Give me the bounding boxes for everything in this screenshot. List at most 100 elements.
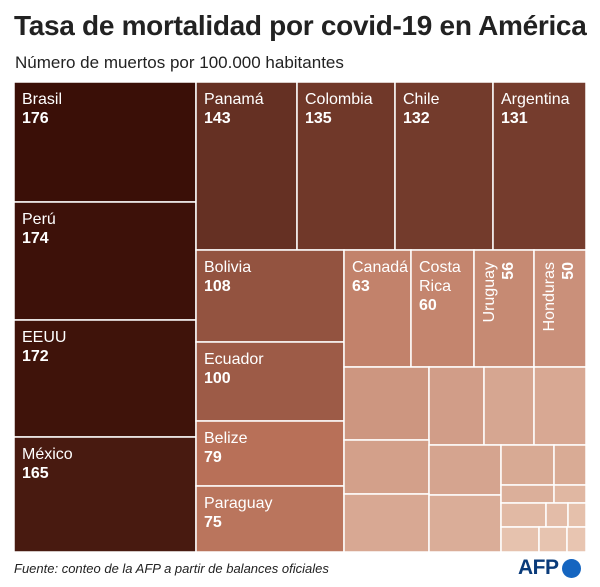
tile-unlabeled bbox=[553, 484, 587, 504]
tile-unlabeled bbox=[500, 484, 555, 504]
tile-name-label: Argentina bbox=[501, 91, 570, 108]
tile-rect bbox=[545, 502, 569, 528]
tile-unlabeled bbox=[483, 366, 535, 446]
tile-name-label: Bolivia bbox=[204, 259, 251, 276]
tile-unlabeled bbox=[533, 366, 587, 446]
logo-text: AFP bbox=[518, 556, 559, 579]
chart-title: Tasa de mortalidad por covid-19 en Améri… bbox=[14, 10, 587, 41]
tile-rect bbox=[533, 366, 587, 446]
tile-unlabeled bbox=[500, 444, 555, 486]
tile-belize: Belize 79 bbox=[195, 420, 345, 487]
tile-unlabeled bbox=[500, 526, 540, 553]
afp-logo: AFP bbox=[518, 556, 581, 580]
tile-value-label: 75 bbox=[204, 514, 222, 531]
tile-rect bbox=[343, 493, 430, 553]
tile-name-label: Perú bbox=[22, 211, 56, 228]
tile-name-label: Brasil bbox=[22, 91, 62, 108]
tile-rect bbox=[343, 366, 430, 441]
tile-name-label: Colombia bbox=[305, 91, 373, 108]
tile-eeuu: EEUU 172 bbox=[13, 319, 197, 438]
tile-value-label: 63 bbox=[352, 278, 370, 295]
tile-unlabeled bbox=[428, 494, 502, 553]
tile-value-label: 176 bbox=[22, 110, 49, 127]
logo-dot-icon bbox=[561, 558, 581, 578]
tile-perú: Perú 174 bbox=[13, 201, 197, 321]
tile-rect bbox=[410, 249, 475, 368]
tile-rect bbox=[553, 444, 587, 486]
tile-paraguay: Paraguay 75 bbox=[195, 485, 345, 553]
tile-value-label: 60 bbox=[419, 297, 437, 314]
tile-honduras: Honduras 50 bbox=[533, 249, 587, 368]
tile-unlabeled bbox=[428, 444, 502, 496]
tile-chile: Chile 132 bbox=[394, 81, 494, 251]
tile-rect bbox=[483, 366, 535, 446]
tile-colombia: Colombia 135 bbox=[296, 81, 396, 251]
tile-value-label: 100 bbox=[204, 370, 231, 387]
tile-rect bbox=[492, 81, 587, 251]
tile-rect bbox=[13, 436, 197, 553]
tile-value-label: 132 bbox=[403, 110, 430, 127]
tile-name-label: Paraguay bbox=[204, 495, 273, 512]
tile-rect bbox=[195, 485, 345, 553]
tile-uruguay: Uruguay 56 bbox=[473, 249, 535, 368]
tile-canadá: Canadá 63 bbox=[343, 249, 412, 368]
tile-value-label: 174 bbox=[22, 230, 49, 247]
tile-unlabeled bbox=[343, 366, 430, 441]
tile-rect bbox=[538, 526, 568, 553]
tile-rect bbox=[195, 420, 345, 487]
tile-rect bbox=[473, 249, 535, 368]
tile-unlabeled bbox=[343, 439, 430, 495]
tile-value-label: 172 bbox=[22, 348, 49, 365]
tile-name-label: Costa Rica bbox=[419, 259, 461, 295]
tile-rect bbox=[428, 444, 502, 496]
tile-unlabeled bbox=[500, 502, 547, 528]
tile-costa-rica: Costa Rica 60 bbox=[410, 249, 475, 368]
tile-argentina: Argentina 131 bbox=[492, 81, 587, 251]
tile-value-label: 50 bbox=[560, 262, 577, 280]
source-note: Fuente: conteo de la AFP a partir de bal… bbox=[14, 561, 329, 576]
tile-value-label: 79 bbox=[204, 449, 222, 466]
tile-panamá: Panamá 143 bbox=[195, 81, 298, 251]
tile-rect bbox=[533, 249, 587, 368]
tile-value-label: 135 bbox=[305, 110, 332, 127]
tile-rect bbox=[500, 484, 555, 504]
tile-name-label: Belize bbox=[204, 430, 248, 447]
tile-rect bbox=[343, 439, 430, 495]
tile-name-label: Honduras bbox=[541, 262, 558, 331]
tile-ecuador: Ecuador 100 bbox=[195, 341, 345, 422]
tile-value-label: 56 bbox=[500, 262, 517, 280]
tile-name-label: EEUU bbox=[22, 329, 66, 346]
chart-subtitle: Número de muertos por 100.000 habitantes bbox=[15, 53, 344, 72]
tile-brasil: Brasil 176 bbox=[13, 81, 197, 203]
tile-unlabeled bbox=[545, 502, 569, 528]
tile-unlabeled bbox=[553, 444, 587, 486]
tile-unlabeled bbox=[343, 493, 430, 553]
tile-name-label: Ecuador bbox=[204, 351, 264, 368]
tile-rect bbox=[500, 502, 547, 528]
tile-name-label: Panamá bbox=[204, 91, 264, 108]
tile-unlabeled bbox=[566, 526, 587, 553]
tile-name-label: México bbox=[22, 446, 73, 463]
tile-unlabeled bbox=[567, 502, 587, 528]
tile-méxico: México 165 bbox=[13, 436, 197, 553]
tile-rect bbox=[394, 81, 494, 251]
tile-unlabeled bbox=[428, 366, 485, 446]
tile-rect bbox=[500, 526, 540, 553]
tile-unlabeled bbox=[538, 526, 568, 553]
tile-name-label: Chile bbox=[403, 91, 440, 108]
tile-rect bbox=[195, 249, 345, 343]
tile-rect bbox=[13, 81, 197, 203]
tile-rect bbox=[195, 341, 345, 422]
tile-rect bbox=[567, 502, 587, 528]
tile-rect bbox=[500, 444, 555, 486]
tile-value-label: 108 bbox=[204, 278, 231, 295]
tile-rect bbox=[428, 366, 485, 446]
tile-rect bbox=[566, 526, 587, 553]
tile-rect bbox=[553, 484, 587, 504]
tile-value-label: 131 bbox=[501, 110, 528, 127]
tile-name-label: Uruguay bbox=[481, 262, 498, 322]
tile-rect bbox=[428, 494, 502, 553]
tile-value-label: 165 bbox=[22, 465, 49, 482]
tile-value-label: 143 bbox=[204, 110, 231, 127]
